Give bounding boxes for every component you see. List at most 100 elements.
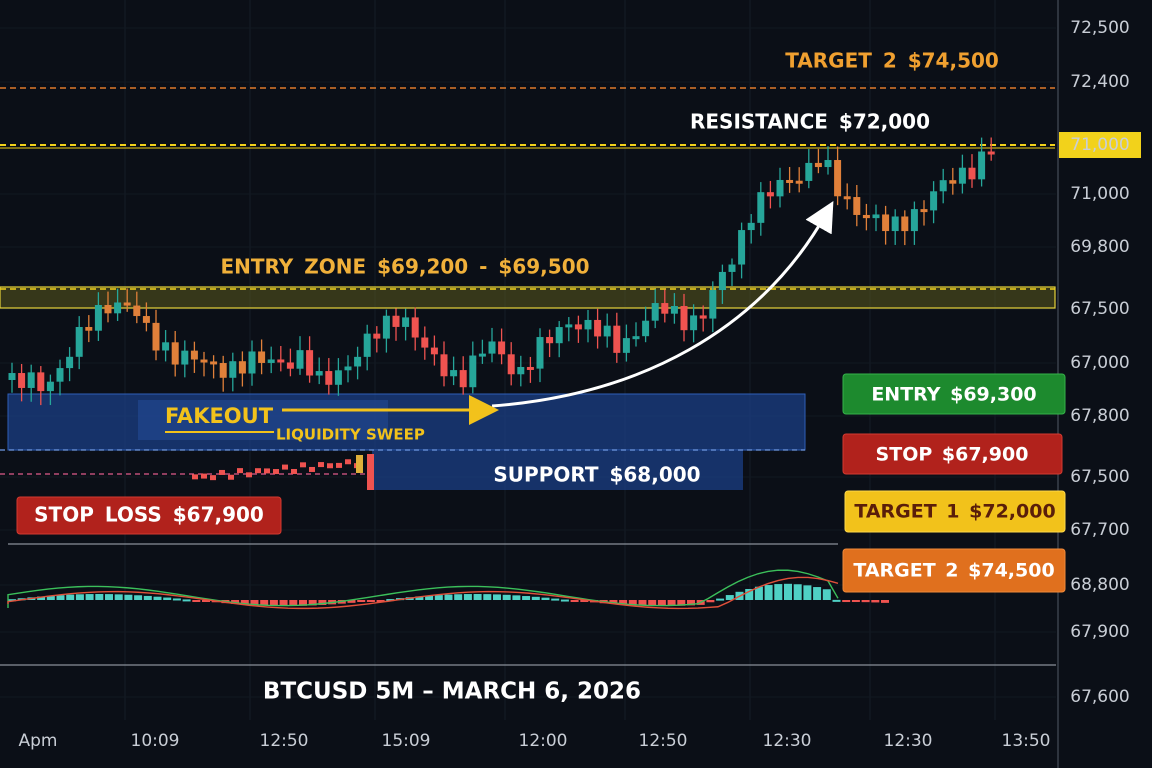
candle-body <box>776 179 784 197</box>
macd-bar <box>551 598 560 601</box>
button-label[interactable]: TARGET 2 $74,500 <box>853 560 1054 582</box>
candle-body <box>27 372 35 388</box>
move-arrow <box>491 200 834 408</box>
macd-bar <box>754 586 763 600</box>
macd-bar <box>366 600 375 602</box>
macd-bar <box>134 595 143 600</box>
candle-body <box>795 180 803 184</box>
macd-bar <box>376 600 385 602</box>
macd-bar <box>881 600 889 603</box>
candle-body <box>327 463 333 469</box>
candle-body <box>536 337 544 369</box>
candle-body <box>517 366 525 375</box>
candle-body <box>690 315 698 331</box>
time-label: 12:00 <box>519 731 568 751</box>
macd-bar <box>687 600 695 606</box>
macd-bar <box>260 600 269 606</box>
time-label: 12:30 <box>763 731 812 751</box>
candle-body <box>987 151 995 155</box>
candle-body <box>267 359 275 363</box>
macd-bar <box>163 597 172 600</box>
macd-bar <box>842 600 851 603</box>
time-label: 12:50 <box>260 731 309 751</box>
time-label: 12:50 <box>639 731 688 751</box>
price-label: 67,500 <box>1070 299 1129 319</box>
candle-body <box>747 222 755 231</box>
candle-body <box>75 327 83 357</box>
candle-body <box>440 354 448 377</box>
macd <box>7 569 889 610</box>
candle-body <box>181 350 189 365</box>
candle-body <box>237 468 243 474</box>
order-entry[interactable]: ENTRY $69,300 <box>842 373 1066 415</box>
sweep-label: LIQUIDITY SWEEP <box>276 426 425 444</box>
macd-bar <box>85 594 94 600</box>
candle-body <box>469 355 477 388</box>
candle-body <box>255 468 261 474</box>
candle-body <box>411 317 419 338</box>
candle-body <box>300 462 306 468</box>
candle-body <box>958 167 966 184</box>
candle-body <box>526 366 534 370</box>
candle-body <box>210 475 216 481</box>
candle-body <box>680 306 688 331</box>
candle-body <box>248 351 256 374</box>
candle-body <box>738 230 746 265</box>
macd-bar <box>143 595 152 600</box>
candle-body <box>757 192 765 223</box>
price-label: 72,400 <box>1070 72 1129 92</box>
macd-bar <box>56 595 65 600</box>
macd-bar <box>8 599 16 602</box>
candle-body <box>228 474 234 480</box>
candle-body <box>277 359 285 363</box>
macd-bar <box>725 595 734 600</box>
candle-body <box>309 466 315 472</box>
macd-bar <box>677 600 686 606</box>
button-label[interactable]: TARGET 1 $72,000 <box>854 501 1055 523</box>
price-label: 72,500 <box>1070 18 1129 38</box>
support-label: SUPPORT $68,000 <box>493 463 700 487</box>
entry-zone <box>0 286 1056 309</box>
price-label: 71,000 <box>1070 135 1129 155</box>
candle-body <box>210 361 218 365</box>
button[interactable] <box>844 490 1066 533</box>
candle-body <box>114 302 122 314</box>
price-label: 69,800 <box>1070 237 1129 257</box>
candle-body <box>622 338 630 353</box>
candle-body <box>18 373 26 388</box>
price-marker <box>1059 132 1141 158</box>
candle-body <box>786 179 794 183</box>
macd-bar <box>861 600 870 603</box>
order-stop[interactable]: STOP $67,900 <box>842 433 1063 475</box>
button-label[interactable]: STOP $67,900 <box>876 444 1029 466</box>
macd-bar <box>124 594 133 600</box>
macd-bar <box>813 587 822 600</box>
candle-body <box>104 304 112 314</box>
price-label: 67,900 <box>1070 622 1129 642</box>
candle-body <box>834 160 842 197</box>
macd-bar <box>560 599 569 602</box>
macd-bar <box>570 600 579 602</box>
macd-bar <box>250 600 259 606</box>
button-label[interactable]: ENTRY $69,300 <box>871 384 1036 406</box>
button[interactable] <box>842 548 1066 593</box>
macd-bar <box>541 597 550 600</box>
macd-bar <box>871 600 880 603</box>
fakeout-label: FAKEOUT <box>165 404 274 428</box>
candle-body <box>142 316 150 323</box>
candle-body <box>296 350 304 369</box>
candle-body <box>574 324 582 330</box>
order-target2[interactable]: TARGET 2 $74,500 <box>842 548 1066 593</box>
candle-body <box>920 209 928 213</box>
target-label: TARGET 2 $74,500 <box>785 49 999 73</box>
button[interactable] <box>842 373 1066 415</box>
candle-body <box>318 462 324 468</box>
candle-body <box>613 325 621 353</box>
macd-bar <box>580 600 589 602</box>
button[interactable] <box>842 433 1063 475</box>
macd-bar <box>657 600 666 606</box>
order-target1[interactable]: TARGET 1 $72,000 <box>844 490 1066 533</box>
candle-body <box>402 317 410 327</box>
macd-bar <box>522 596 531 600</box>
macd-bar <box>231 600 240 604</box>
